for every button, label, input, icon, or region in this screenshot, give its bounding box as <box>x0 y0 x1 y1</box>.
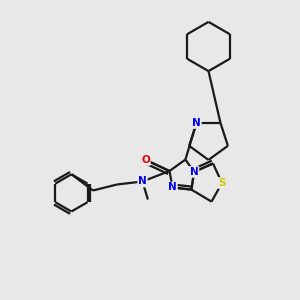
Text: N: N <box>138 176 147 187</box>
Text: N: N <box>190 167 199 177</box>
Text: N: N <box>168 182 177 193</box>
Text: N: N <box>192 118 201 128</box>
Text: O: O <box>141 155 150 165</box>
Text: S: S <box>218 178 226 188</box>
